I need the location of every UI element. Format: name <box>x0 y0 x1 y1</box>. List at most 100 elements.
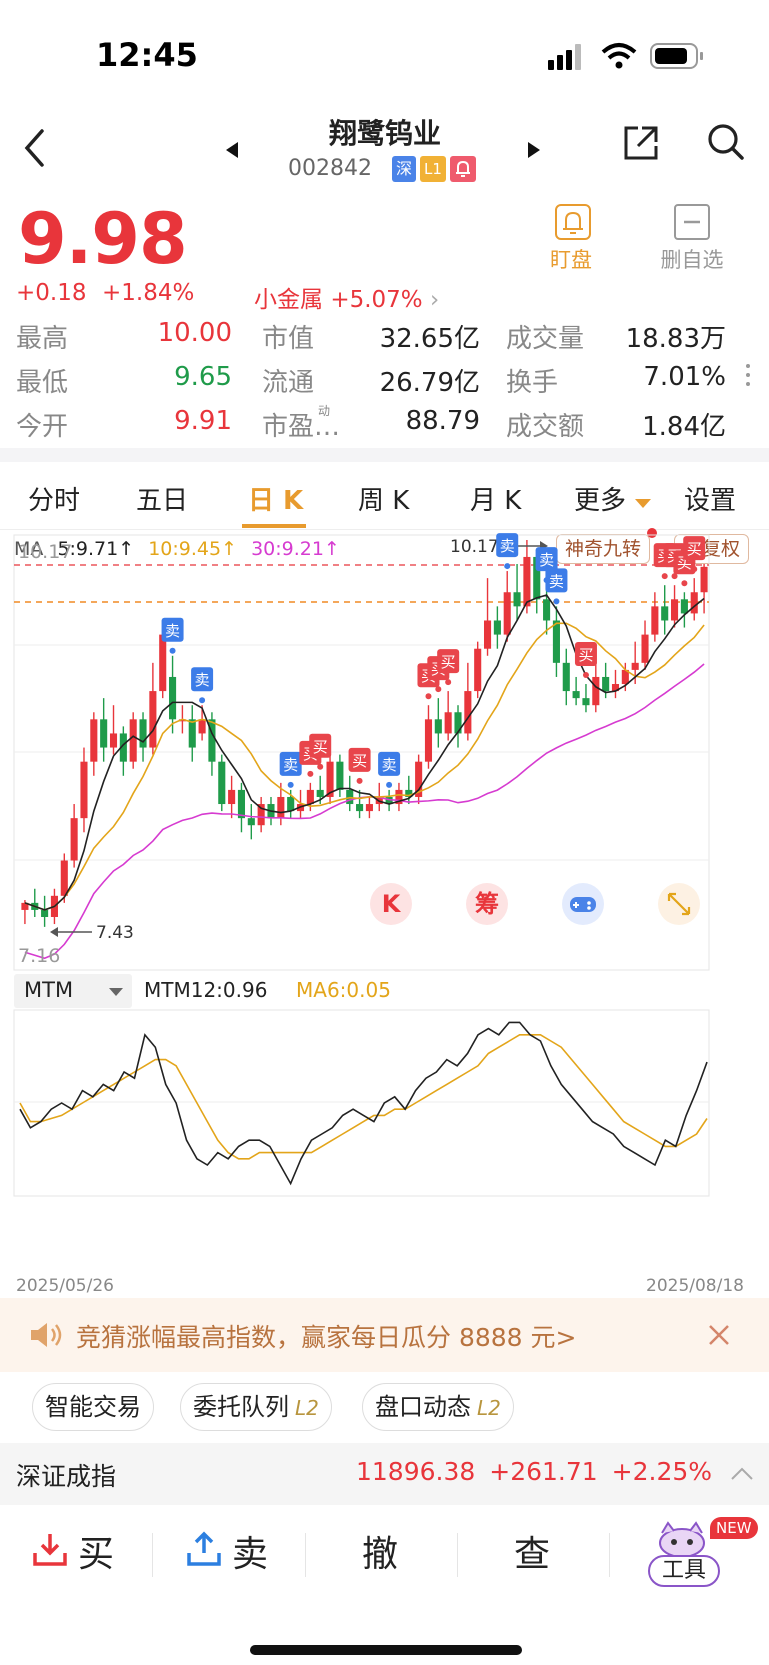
cancel-order-button[interactable]: 撤 <box>362 1534 399 1575</box>
k-button[interactable]: K <box>370 883 412 925</box>
signal-icon <box>548 44 581 70</box>
tab-daily-k[interactable]: 日 K <box>248 486 304 516</box>
buy-button[interactable]: 买 <box>32 1527 142 1577</box>
signal-dot <box>287 781 294 788</box>
tab-monthly-k[interactable]: 月 K <box>470 486 522 516</box>
index-change: +261.71 <box>489 1457 598 1486</box>
buy-signal-badge <box>683 536 706 561</box>
back-icon[interactable] <box>22 128 46 168</box>
tab-five-day[interactable]: 五日 <box>136 486 189 516</box>
candle-body <box>395 789 403 805</box>
candle-body <box>474 648 482 692</box>
sell-button[interactable]: 卖 <box>186 1527 296 1577</box>
chip-label: 盘口动态 <box>375 1393 471 1421</box>
candle-body <box>523 556 531 607</box>
status-time: 12:45 <box>96 36 198 74</box>
ma-label: MA <box>14 538 44 560</box>
ma10-value: 10:9.45↑ <box>148 538 238 560</box>
order-book-chip[interactable]: 盘口动态 L2 <box>362 1383 514 1431</box>
candle-body <box>178 719 186 722</box>
close-icon[interactable] <box>708 1324 730 1346</box>
candle-body <box>119 733 127 762</box>
stock-header: 翔鹭钨业 002842 深 L1 <box>0 110 769 200</box>
chip-distribution-button[interactable]: 筹 <box>466 883 508 925</box>
tab-weekly-k[interactable]: 周 K <box>358 486 410 516</box>
next-stock-icon[interactable] <box>526 140 542 160</box>
price-axis-top: 10.17 <box>18 541 72 563</box>
signal-dot <box>169 647 176 654</box>
low-mark-label: 7.43 <box>96 923 134 943</box>
order-queue-chip[interactable]: 委托队列 L2 <box>180 1383 332 1431</box>
ma5-line <box>24 594 705 911</box>
tools-label: 工具 <box>648 1555 720 1587</box>
status-bar: 12:45 <box>0 0 769 110</box>
period-tabs: 分时 五日 日 K 周 K 月 K 更多 设置 <box>0 462 769 530</box>
buy-signal-badge <box>309 733 332 758</box>
fullscreen-button[interactable] <box>658 883 700 925</box>
divider <box>152 1533 153 1577</box>
ma-legend: MA 5:9.71↑ 10:9.45↑ 30:9.21↑ <box>14 538 340 560</box>
tools-button[interactable]: NEW 工具 <box>644 1517 758 1597</box>
candle-body <box>582 698 590 706</box>
quote-value: 32.65亿 <box>379 324 480 354</box>
prev-stock-icon[interactable] <box>224 140 240 160</box>
more-vertical-icon[interactable] <box>746 364 752 386</box>
candle-body <box>356 804 364 812</box>
tab-more-label: 更多 <box>574 486 627 516</box>
search-icon[interactable] <box>706 122 746 162</box>
sell-signal-badge <box>279 751 302 776</box>
banner-text: 竞猜涨幅最高指数，赢家每日瓜分 8888 元> <box>76 1323 577 1352</box>
alert-badge[interactable] <box>450 156 476 182</box>
tab-more[interactable]: 更多 <box>574 480 652 517</box>
candle-body <box>552 620 560 663</box>
buy-signal-label: 买 <box>441 653 456 671</box>
signal-dot <box>425 693 432 700</box>
level-badge: L1 <box>420 156 446 182</box>
candle-body <box>385 796 393 805</box>
query-button[interactable]: 查 <box>514 1534 551 1575</box>
bell-icon <box>456 160 470 177</box>
signal-dot <box>386 781 393 788</box>
mtm-value: MTM12:0.96 <box>144 978 268 1002</box>
watch-button[interactable]: 盯盘 <box>550 204 596 274</box>
buy-signal-badge <box>574 642 597 667</box>
sell-signal-label: 卖 <box>283 756 298 774</box>
promo-banner[interactable]: 竞猜涨幅最高指数，赢家每日瓜分 8888 元> <box>0 1298 769 1372</box>
chip-label: 委托队列 <box>193 1393 289 1421</box>
sell-signal-badge <box>191 667 214 692</box>
candle-body <box>483 620 492 649</box>
sell-signal-label: 卖 <box>539 551 554 569</box>
buy-signal-label: 买 <box>352 752 367 770</box>
chevron-up-icon[interactable] <box>730 1465 754 1481</box>
battery-icon <box>650 43 703 69</box>
watch-label: 盯盘 <box>550 248 592 272</box>
upload-icon <box>187 1531 221 1566</box>
index-ticker[interactable]: 深证成指 11896.38 +261.71 +2.25% <box>0 1443 769 1505</box>
date-start: 2025/05/26 <box>16 1276 114 1296</box>
chevron-right-icon: › <box>429 287 440 313</box>
candle-body <box>572 691 580 699</box>
quote-value: 7.01% <box>643 362 726 392</box>
candle-body <box>434 719 442 734</box>
candle-body <box>365 804 373 812</box>
signal-dot <box>317 763 324 770</box>
buy-signal-badge <box>437 649 460 674</box>
notification-dot <box>647 528 657 538</box>
candle-body <box>503 592 511 635</box>
smart-trade-chip[interactable]: 智能交易 <box>32 1383 154 1431</box>
sector-link[interactable]: 小金属 +5.07% › <box>254 280 439 314</box>
game-button[interactable] <box>562 883 604 925</box>
share-icon[interactable] <box>622 124 660 162</box>
signal-dot <box>435 686 442 693</box>
ma30-value: 30:9.21↑ <box>251 538 340 560</box>
tab-intraday[interactable]: 分时 <box>28 486 81 516</box>
candle-body <box>100 719 108 748</box>
divider <box>609 1533 610 1577</box>
bell-watch-icon <box>555 204 591 240</box>
indicator-select[interactable]: MTM <box>14 974 132 1008</box>
tab-settings[interactable]: 设置 <box>684 486 737 516</box>
candle-body <box>277 796 285 819</box>
signal-dot <box>661 573 668 580</box>
remove-watchlist-button[interactable]: 删自选 <box>652 204 732 274</box>
